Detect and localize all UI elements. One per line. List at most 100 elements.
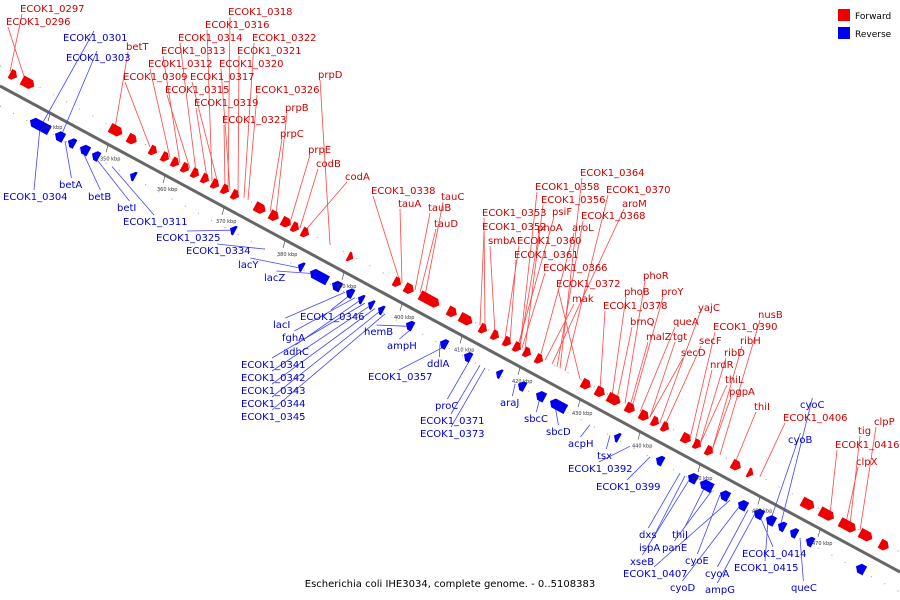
scale-tick bbox=[105, 145, 109, 153]
reverse-gene-label: ispA bbox=[639, 543, 660, 554]
forward-gene-label: clpP bbox=[874, 417, 895, 428]
forward-gene-label: malZ bbox=[646, 332, 672, 343]
forward-gene-label: clpX bbox=[856, 457, 878, 468]
reverse-leader-line bbox=[799, 537, 804, 582]
forward-leader-line bbox=[489, 245, 496, 334]
reverse-leader-line bbox=[674, 490, 713, 542]
reverse-leader-line bbox=[647, 472, 681, 529]
forward-leader-line bbox=[509, 259, 517, 342]
reverse-gene-label: tsx bbox=[597, 451, 612, 462]
reverse-leader-line bbox=[512, 384, 516, 397]
forward-leader-line bbox=[659, 312, 701, 423]
reverse-gene-label: lacY bbox=[238, 260, 259, 271]
forward-gene-arrow bbox=[745, 467, 754, 478]
scale-tick bbox=[817, 529, 821, 537]
reverse-gene-label: hemB bbox=[364, 327, 393, 338]
reverse-leader-line bbox=[684, 486, 706, 529]
forward-leader-line bbox=[699, 384, 728, 445]
reverse-leader-line bbox=[450, 367, 486, 428]
forward-leader-line bbox=[195, 107, 208, 178]
forward-gene-labels: ECOK1_0297 ECOK1_0296 betT ECOK1_0318 ECOK1_… bbox=[6, 4, 900, 468]
reverse-gene-label: ECOK1_0399 bbox=[596, 482, 661, 493]
reverse-leader-line bbox=[764, 520, 769, 562]
forward-leader-line bbox=[424, 201, 444, 296]
forward-leader-line bbox=[689, 331, 716, 439]
forward-leader-line bbox=[9, 13, 23, 72]
forward-gene-arrow bbox=[649, 415, 660, 427]
forward-gene-arrow bbox=[623, 401, 635, 414]
scale-tick bbox=[517, 367, 521, 375]
reverse-gene-arrow bbox=[614, 433, 622, 443]
forward-leader-line bbox=[519, 232, 540, 347]
forward-gene-arrow bbox=[147, 144, 158, 156]
forward-gene-label: aroM bbox=[622, 199, 647, 210]
reverse-gene-label: proC bbox=[435, 401, 458, 412]
reverse-gene-arrow bbox=[80, 144, 92, 157]
reverse-gene-label: cyoC bbox=[800, 400, 825, 411]
scale-tick-label: 360 kbp bbox=[157, 187, 177, 193]
scale-tick bbox=[341, 272, 345, 280]
reverse-gene-label: adhC bbox=[283, 347, 309, 358]
forward-leader-line bbox=[859, 426, 877, 531]
reverse-gene-arrow bbox=[346, 288, 356, 300]
reverse-gene-label: ECOK1_0345 bbox=[241, 412, 306, 423]
forward-gene-label: tig bbox=[858, 426, 871, 437]
forward-gene-arrow bbox=[477, 322, 488, 334]
forward-gene-label: thiL bbox=[725, 375, 744, 386]
reverse-gene-label: xseB bbox=[630, 557, 654, 568]
forward-gene-label: ECOK1_0370 bbox=[606, 185, 671, 196]
reverse-leader-line bbox=[271, 313, 386, 411]
reverse-gene-arrow bbox=[464, 352, 474, 363]
scale-tick bbox=[637, 432, 641, 440]
forward-gene-arrow bbox=[457, 312, 473, 326]
forward-gene-arrow bbox=[445, 305, 457, 318]
reverse-leader-line bbox=[216, 243, 266, 250]
forward-gene-label: brnQ bbox=[630, 317, 655, 328]
forward-leader-line bbox=[551, 208, 625, 365]
forward-gene-label: ECOK1_0297 bbox=[20, 4, 85, 15]
forward-gene-label: ECOK1_0406 bbox=[783, 413, 848, 424]
forward-gene-arrow bbox=[159, 151, 170, 162]
forward-gene-label: ECOK1_0372 bbox=[556, 279, 621, 290]
reverse-gene-arrow bbox=[55, 131, 67, 143]
forward-leader-line bbox=[539, 232, 575, 358]
forward-gene-label: ECOK1_0316 bbox=[205, 20, 270, 31]
reverse-leader-line bbox=[605, 435, 611, 450]
reverse-gene-label: ECOK1_0304 bbox=[3, 192, 68, 203]
scale-tick-label: 340 kbp bbox=[42, 125, 62, 131]
reverse-gene-label: cyoE bbox=[685, 556, 709, 567]
forward-gene-label: thiI bbox=[754, 402, 770, 413]
forward-gene-arrow bbox=[402, 282, 414, 294]
legend-reverse-swatch bbox=[838, 27, 850, 39]
forward-leader-line bbox=[734, 411, 757, 464]
reverse-gene-label: ECOK1_0334 bbox=[186, 246, 251, 257]
forward-gene-arrow bbox=[511, 341, 522, 352]
forward-leader-line bbox=[557, 288, 581, 380]
reverse-gene-arrow bbox=[496, 369, 504, 380]
scale-tick-label: 400 kbp bbox=[394, 315, 414, 321]
chromosome-backbone bbox=[0, 84, 900, 574]
forward-gene-label: ECOK1_0338 bbox=[371, 186, 436, 197]
scale-tick-label: 430 kbp bbox=[572, 411, 592, 417]
reverse-gene-arrow bbox=[68, 138, 78, 149]
forward-gene-label: ECOK1_0312 bbox=[148, 59, 213, 70]
forward-leader-line bbox=[829, 449, 838, 515]
reverse-guide-line bbox=[0, 105, 900, 593]
forward-gene-label: queA bbox=[673, 317, 699, 328]
reverse-leader-line bbox=[271, 310, 381, 398]
reverse-gene-arrow bbox=[790, 528, 800, 539]
forward-leader-line bbox=[220, 68, 231, 191]
scale-tick bbox=[459, 336, 463, 344]
reverse-leader-line bbox=[450, 364, 481, 415]
genome-caption: Escherichia coli IHE3034, complete genom… bbox=[305, 579, 595, 590]
reverse-gene-arrow bbox=[406, 320, 416, 332]
forward-gene-arrow bbox=[679, 431, 691, 444]
reverse-leader-line bbox=[186, 229, 231, 232]
reverse-leader-line bbox=[376, 324, 409, 327]
forward-gene-arrow bbox=[279, 215, 291, 228]
forward-leader-line bbox=[544, 303, 575, 361]
forward-leader-line bbox=[559, 177, 583, 369]
forward-leader-line bbox=[237, 55, 240, 195]
forward-gene-label: ribH bbox=[740, 336, 761, 347]
